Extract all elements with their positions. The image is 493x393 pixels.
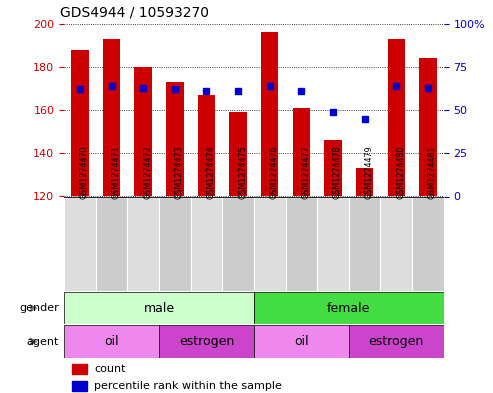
FancyBboxPatch shape — [222, 196, 254, 291]
Bar — [135, 67, 152, 196]
Text: female: female — [327, 301, 370, 315]
Text: GSM1274476: GSM1274476 — [270, 146, 279, 199]
Text: male: male — [143, 301, 175, 315]
Text: GSM1274470: GSM1274470 — [80, 146, 89, 199]
Bar — [71, 364, 87, 374]
FancyBboxPatch shape — [381, 196, 412, 291]
FancyBboxPatch shape — [127, 196, 159, 291]
Text: GDS4944 / 10593270: GDS4944 / 10593270 — [60, 6, 210, 20]
Text: GSM1274473: GSM1274473 — [175, 146, 184, 199]
Text: GSM1274474: GSM1274474 — [207, 146, 215, 199]
Text: oil: oil — [294, 335, 309, 348]
Bar — [324, 140, 342, 196]
Text: GSM1274472: GSM1274472 — [143, 145, 152, 199]
FancyBboxPatch shape — [254, 325, 349, 358]
FancyBboxPatch shape — [191, 196, 222, 291]
FancyBboxPatch shape — [64, 325, 159, 358]
Text: GSM1274478: GSM1274478 — [333, 146, 342, 199]
Text: estrogen: estrogen — [179, 335, 234, 348]
Text: agent: agent — [27, 336, 59, 347]
Text: GSM1274477: GSM1274477 — [301, 145, 311, 199]
Bar — [293, 108, 310, 196]
Bar — [261, 32, 279, 196]
Text: estrogen: estrogen — [369, 335, 424, 348]
Text: percentile rank within the sample: percentile rank within the sample — [95, 381, 282, 391]
FancyBboxPatch shape — [349, 196, 381, 291]
Text: oil: oil — [104, 335, 119, 348]
Bar — [71, 50, 89, 196]
Bar — [198, 95, 215, 196]
FancyBboxPatch shape — [285, 196, 317, 291]
Text: GSM1274479: GSM1274479 — [365, 145, 374, 199]
FancyBboxPatch shape — [317, 196, 349, 291]
FancyBboxPatch shape — [412, 196, 444, 291]
Text: GSM1274471: GSM1274471 — [111, 146, 121, 199]
Bar — [356, 168, 373, 196]
Bar — [166, 82, 183, 196]
Bar — [387, 39, 405, 197]
Bar — [419, 58, 437, 196]
FancyBboxPatch shape — [349, 325, 444, 358]
FancyBboxPatch shape — [254, 292, 444, 324]
Bar — [229, 112, 247, 196]
Text: GSM1274475: GSM1274475 — [238, 145, 247, 199]
FancyBboxPatch shape — [96, 196, 127, 291]
FancyBboxPatch shape — [159, 196, 191, 291]
Text: gender: gender — [19, 303, 59, 313]
FancyBboxPatch shape — [64, 292, 254, 324]
Bar — [103, 39, 120, 197]
Text: count: count — [95, 364, 126, 374]
FancyBboxPatch shape — [159, 325, 254, 358]
FancyBboxPatch shape — [64, 196, 96, 291]
FancyBboxPatch shape — [254, 196, 285, 291]
Text: GSM1274480: GSM1274480 — [396, 146, 405, 199]
Bar — [71, 381, 87, 391]
Text: GSM1274481: GSM1274481 — [428, 146, 437, 199]
